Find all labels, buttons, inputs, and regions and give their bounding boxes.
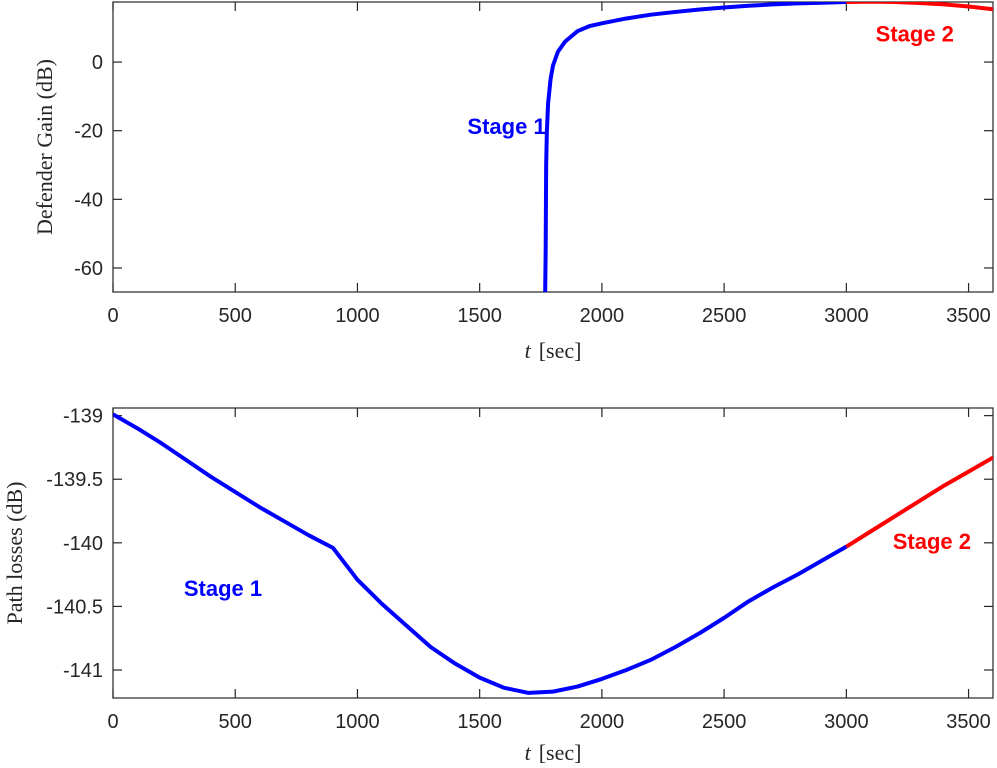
stage-annotation: Stage 1 [184, 576, 262, 601]
x-tick-label: 2000 [580, 305, 625, 327]
x-axis-unit: [sec] [539, 740, 582, 765]
y-axis-label: Path losses (dB) [2, 482, 27, 625]
chart-top: 0 500 1000 1500 2000 2500 3000 3500 0 -20 -40 -60 t [… [32, 1, 994, 363]
y-tick-label: -140 [63, 533, 103, 555]
stage-annotation: Stage 1 [467, 114, 545, 139]
x-axis-variable: t [525, 740, 532, 765]
x-tick-label: 2500 [702, 711, 747, 733]
x-tick-label: 1000 [335, 711, 380, 733]
y-tick-label: -140.5 [46, 596, 103, 618]
y-tick-label: -20 [74, 121, 103, 143]
x-tick-label: 1500 [457, 711, 502, 733]
y-tick-label: -139 [63, 406, 103, 428]
stage-annotation: Stage 2 [893, 529, 971, 554]
series-line-1 [846, 2, 993, 12]
x-tick-label: 0 [107, 305, 118, 327]
x-tick-label: 3500 [946, 305, 991, 327]
chart-bottom: 0 500 1000 1500 2000 2500 3000 3500 -139 -139.5 -1… [2, 406, 994, 765]
axes-box [112, 1, 994, 293]
stage-annotation: Stage 2 [876, 21, 954, 46]
x-tick-label: 500 [219, 305, 252, 327]
y-tick-label: -60 [74, 258, 103, 280]
x-tick-label: 1000 [335, 305, 380, 327]
y-tick-label: -141 [63, 660, 103, 682]
x-tick-label: 3500 [946, 711, 991, 733]
x-tick-label: 0 [107, 711, 118, 733]
axes-box [112, 407, 994, 699]
x-axis-variable: t [525, 338, 532, 363]
y-tick-label: -139.5 [46, 469, 103, 491]
x-tick-label: 3000 [824, 305, 869, 327]
x-axis-label: t [sec] [525, 740, 582, 765]
x-tick-label: 500 [219, 711, 252, 733]
x-tick-label: 3000 [824, 711, 869, 733]
x-axis-label: t [sec] [525, 338, 582, 363]
x-tick-label: 2500 [702, 305, 747, 327]
y-axis-label: Defender Gain (dB) [32, 59, 57, 235]
y-tick-label: -40 [74, 189, 103, 211]
series-line-1 [845, 455, 993, 549]
series-line-0 [113, 412, 848, 695]
x-axis-unit: [sec] [539, 338, 582, 363]
x-tick-label: 2000 [580, 711, 625, 733]
x-tick-label: 1500 [457, 305, 502, 327]
series-line-0 [543, 2, 847, 292]
y-tick-label: 0 [92, 52, 103, 74]
